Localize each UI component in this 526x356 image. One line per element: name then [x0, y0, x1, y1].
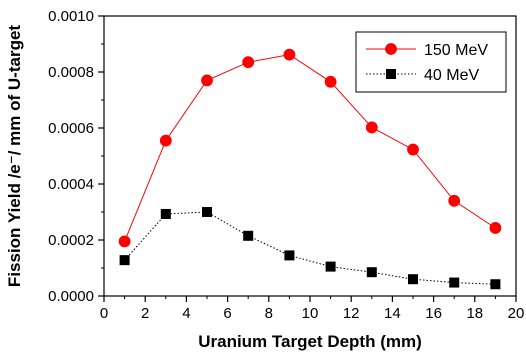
x-tick-label: 12 [343, 305, 360, 322]
series-line [124, 54, 496, 242]
data-point [159, 134, 172, 147]
data-point [366, 267, 377, 278]
x-tick-label: 0 [100, 305, 108, 322]
data-point [243, 230, 254, 241]
x-tick-label: 16 [425, 305, 442, 322]
data-point [489, 222, 502, 234]
legend-marker [386, 69, 396, 79]
y-axis-title: Fission Yield /e⁻/ mm of U-target [5, 25, 24, 287]
y-tick-label: 0.0006 [48, 120, 94, 137]
series-line [124, 211, 496, 285]
y-tick-label: 0.0002 [48, 232, 94, 249]
x-tick-label: 2 [141, 305, 149, 322]
y-tick-label: 0.0008 [48, 64, 94, 81]
x-tick-label: 4 [182, 305, 190, 322]
data-point [201, 74, 213, 87]
y-tick-label: 0.0004 [48, 176, 94, 193]
series-0 [118, 48, 502, 248]
data-point [490, 279, 501, 290]
x-tick-label: 10 [302, 305, 319, 322]
series-layer [118, 48, 502, 290]
legend-label: 150 MeV [424, 42, 488, 59]
legend-box [355, 31, 507, 93]
x-tick-label: 8 [265, 305, 273, 322]
y-tick-label: 0.0010 [48, 8, 94, 25]
legend-marker [385, 43, 397, 55]
x-tick-label: 14 [384, 305, 401, 322]
x-tick-label: 20 [508, 305, 525, 322]
y-tick-label: 0.0000 [48, 288, 94, 305]
x-tick-label: 18 [466, 305, 483, 322]
legend-label: 40 MeV [424, 67, 479, 84]
data-point [407, 143, 419, 156]
data-point [160, 208, 171, 219]
legend: 150 MeV 40 MeV [355, 31, 507, 93]
data-point [283, 48, 296, 61]
data-point [325, 261, 336, 272]
data-point [284, 250, 295, 261]
data-point [449, 277, 460, 288]
data-point [408, 274, 418, 285]
x-tick-label: 6 [223, 305, 231, 322]
data-point [448, 194, 461, 207]
x-axis-title: Uranium Target Depth (mm) [198, 332, 422, 351]
data-point [365, 121, 378, 134]
data-point [119, 255, 130, 266]
data-point [242, 56, 255, 69]
ticks: 0 2 4 6 8 10 12 14 16 18 20 0.0000 0.0002 0.0004 0.000… [48, 8, 524, 322]
data-point [202, 207, 212, 217]
series-1 [119, 207, 501, 290]
data-point [324, 75, 337, 88]
data-point [118, 235, 131, 248]
